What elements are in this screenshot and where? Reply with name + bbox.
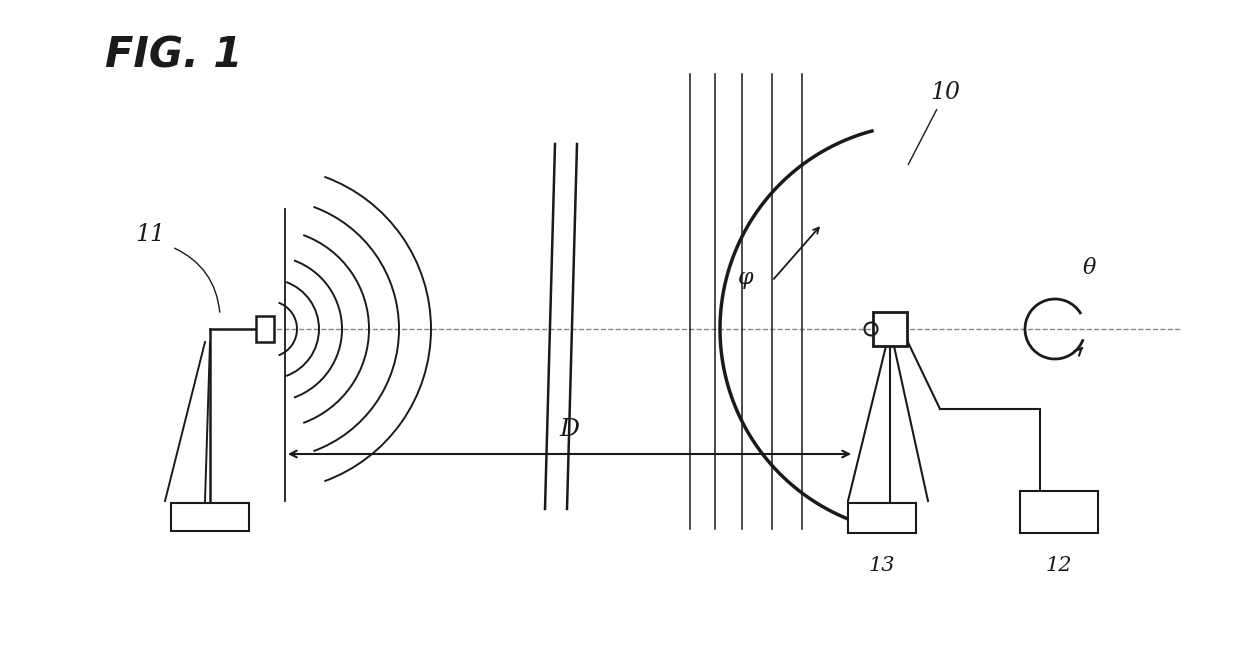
Text: 13: 13: [869, 556, 895, 575]
Bar: [255, 316, 274, 342]
Text: θ: θ: [1083, 257, 1096, 279]
Text: 12: 12: [1045, 556, 1073, 575]
Bar: [171, 503, 249, 531]
Text: φ: φ: [738, 267, 754, 289]
Text: 10: 10: [930, 81, 960, 104]
Text: FIG. 1: FIG. 1: [105, 34, 242, 76]
Bar: [848, 503, 916, 533]
Text: D: D: [559, 418, 579, 441]
Text: 11: 11: [135, 223, 165, 246]
Bar: [1021, 491, 1097, 533]
Bar: [873, 312, 906, 346]
